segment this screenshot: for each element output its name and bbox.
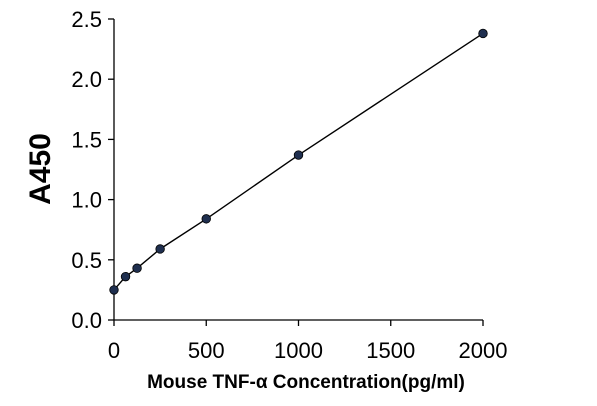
data-point [293, 150, 304, 160]
data-point [155, 244, 165, 254]
data-point [132, 263, 142, 273]
x-axis-ticks: 0 500 1000 1500 2000 [108, 320, 508, 363]
x-tick-label: 1500 [366, 338, 415, 363]
y-tick-label: 1.5 [71, 127, 102, 152]
y-axis-title: A450 [24, 133, 57, 205]
y-axis-ticks: 0.0 0.5 1.0 1.5 2.0 2.5 [71, 7, 114, 333]
y-tick-label: 0.0 [71, 308, 102, 333]
y-tick-label: 0.5 [71, 248, 102, 273]
data-point [120, 271, 131, 282]
x-axis-title: Mouse TNF-α Concentration(pg/ml) [147, 372, 465, 393]
series-line [113, 32, 484, 291]
x-tick-label: 0 [108, 338, 120, 363]
series-layer [109, 28, 488, 295]
x-tick-label: 2000 [459, 338, 508, 363]
y-tick-label: 2.0 [71, 67, 102, 92]
y-tick-label: 1.0 [71, 188, 102, 213]
y-tick-label: 2.5 [71, 7, 102, 32]
data-point [478, 28, 488, 39]
x-tick-label: 1000 [274, 338, 323, 363]
data-point [109, 285, 119, 295]
data-point [201, 214, 211, 224]
x-tick-label: 500 [188, 338, 225, 363]
